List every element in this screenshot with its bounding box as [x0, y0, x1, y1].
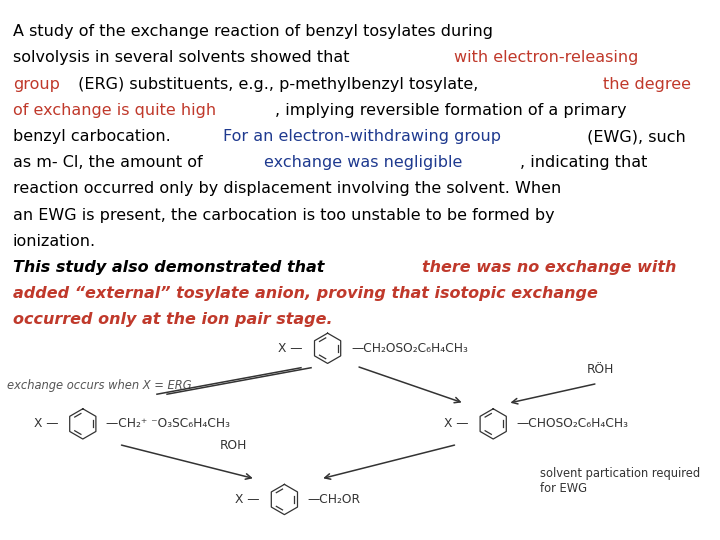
Text: with electron-releasing: with electron-releasing	[454, 51, 638, 65]
Text: , indicating that: , indicating that	[521, 156, 647, 170]
Text: there was no exchange with: there was no exchange with	[422, 260, 676, 275]
Text: , implying reversible formation of a primary: , implying reversible formation of a pri…	[275, 103, 626, 118]
Text: RÖH: RÖH	[587, 363, 614, 376]
Text: —CHOSO₂C₆H₄CH₃: —CHOSO₂C₆H₄CH₃	[516, 417, 629, 430]
Text: added “external” tosylate anion, proving that isotopic exchange: added “external” tosylate anion, proving…	[13, 286, 598, 301]
Text: solvolysis in several solvents showed that: solvolysis in several solvents showed th…	[13, 51, 354, 65]
Text: solvent partication required
for EWG: solvent partication required for EWG	[540, 467, 700, 495]
Text: as m- Cl, the amount of: as m- Cl, the amount of	[13, 156, 207, 170]
Text: —CH₂OSO₂C₆H₄CH₃: —CH₂OSO₂C₆H₄CH₃	[351, 342, 468, 355]
Text: X —: X —	[279, 342, 303, 355]
Text: of exchange is quite high: of exchange is quite high	[13, 103, 216, 118]
Text: ROH: ROH	[220, 439, 247, 452]
Text: occurred only at the ion pair stage.: occurred only at the ion pair stage.	[13, 312, 333, 327]
Text: exchange occurs when X = ERG: exchange occurs when X = ERG	[7, 379, 192, 392]
Text: group: group	[13, 77, 60, 92]
Text: the degree: the degree	[603, 77, 691, 92]
Text: (ERG) substituents, e.g., p-methylbenzyl tosylate,: (ERG) substituents, e.g., p-methylbenzyl…	[73, 77, 484, 92]
Text: X —: X —	[444, 417, 469, 430]
Text: X —: X —	[34, 417, 58, 430]
Text: A study of the exchange reaction of benzyl tosylates during: A study of the exchange reaction of benz…	[13, 24, 493, 39]
Text: X —: X —	[235, 493, 260, 506]
Text: This study also demonstrated that: This study also demonstrated that	[13, 260, 330, 275]
Text: an EWG is present, the carbocation is too unstable to be formed by: an EWG is present, the carbocation is to…	[13, 208, 554, 222]
Text: (EWG), such: (EWG), such	[582, 129, 685, 144]
Text: —CH₂⁺ ⁻O₃SC₆H₄CH₃: —CH₂⁺ ⁻O₃SC₆H₄CH₃	[106, 417, 230, 430]
Text: exchange was negligible: exchange was negligible	[264, 156, 463, 170]
Text: ionization.: ionization.	[13, 234, 96, 249]
Text: benzyl carbocation.: benzyl carbocation.	[13, 129, 176, 144]
Text: —CH₂OR: —CH₂OR	[307, 493, 361, 506]
Text: For an electron-withdrawing group: For an electron-withdrawing group	[223, 129, 501, 144]
Text: reaction occurred only by displacement involving the solvent. When: reaction occurred only by displacement i…	[13, 181, 561, 197]
